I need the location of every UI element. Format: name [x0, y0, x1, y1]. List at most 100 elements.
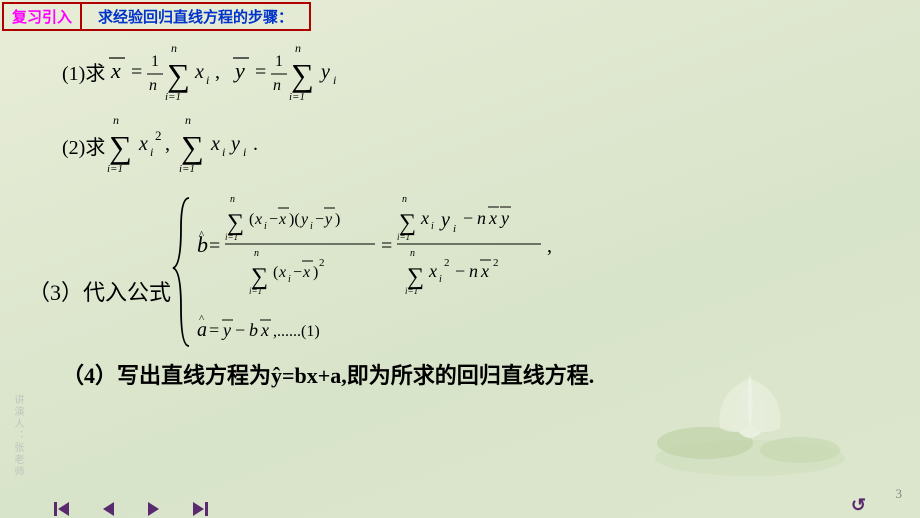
svg-text:^: ^ [199, 229, 205, 241]
svg-text:): ) [335, 211, 340, 228]
step-4: （4）写出直线方程为ŷ=bx+a,即为所求的回归直线方程. [62, 358, 594, 390]
svg-text:i=1: i=1 [397, 232, 410, 242]
svg-text:n: n [113, 113, 119, 127]
svg-text:−: − [235, 320, 245, 340]
svg-text:x: x [138, 133, 148, 155]
nav-prev-icon[interactable] [103, 502, 114, 516]
svg-text:y: y [229, 133, 240, 155]
svg-text:x: x [278, 211, 286, 228]
svg-text:∑: ∑ [291, 57, 314, 93]
page-number: 3 [896, 486, 903, 502]
svg-text:∑: ∑ [109, 129, 132, 165]
content-area: (1)求 x = 1 n ∑ n i=1 x i , y = 1 n ∑ n i… [62, 30, 822, 184]
step-2: (2)求 ∑ n i=1 x i 2 , ∑ n i=1 x i y i . [62, 112, 822, 178]
return-icon[interactable]: ↺ [851, 495, 866, 516]
nav-next-icon[interactable] [148, 502, 159, 516]
svg-text:n: n [171, 41, 177, 55]
svg-text:i: i [431, 221, 434, 232]
svg-text:i: i [288, 274, 291, 285]
svg-text:i: i [243, 145, 246, 159]
formula-step3: b ^ = ∑ n i=1 ( x i − x )( y i − y ) ∑ n… [171, 188, 621, 358]
lotus-decoration [640, 318, 860, 478]
svg-text:i: i [150, 145, 153, 159]
svg-text:x: x [420, 208, 429, 228]
svg-text:b: b [249, 320, 258, 340]
step-3: （3）代入公式 b ^ = ∑ n i=1 ( x i − x )( y i −… [28, 188, 621, 358]
header-right-box: 求经验回归直线方程的步骤： [82, 2, 311, 31]
svg-text:,......(1): ,......(1) [273, 323, 320, 340]
svg-text:=: = [209, 235, 220, 257]
nav-last-icon[interactable] [193, 502, 208, 516]
svg-text:=: = [381, 235, 392, 257]
svg-text:y: y [221, 320, 231, 340]
svg-text:i=1: i=1 [165, 91, 181, 103]
svg-text:=: = [209, 320, 219, 340]
svg-text:x: x [254, 211, 262, 228]
svg-text:y: y [323, 211, 333, 228]
svg-text:n: n [477, 208, 486, 228]
svg-text:−: − [463, 208, 473, 228]
svg-text:n: n [254, 248, 259, 259]
step1-prefix: (1)求 [62, 57, 105, 86]
nav-bar [54, 502, 208, 516]
svg-text:y: y [319, 61, 330, 83]
svg-text:2: 2 [493, 257, 499, 269]
svg-text:y: y [299, 211, 309, 228]
svg-text:−: − [455, 261, 465, 281]
svg-text:n: n [402, 194, 407, 205]
svg-text:i=1: i=1 [405, 286, 418, 296]
svg-text:x: x [278, 264, 286, 281]
presenter-label: 讲演人：张老师 [10, 394, 25, 478]
svg-text:1: 1 [275, 53, 283, 70]
svg-text:x: x [302, 264, 310, 281]
svg-text:n: n [469, 261, 478, 281]
svg-text:x: x [110, 58, 121, 83]
svg-text:): ) [313, 264, 318, 281]
svg-text:−: − [315, 211, 324, 228]
svg-text:n: n [149, 77, 157, 94]
svg-text:=: = [131, 61, 142, 83]
svg-text:^: ^ [199, 313, 205, 325]
svg-text:x: x [260, 320, 269, 340]
svg-text:x: x [428, 261, 437, 281]
svg-text:y: y [233, 58, 245, 83]
svg-text:2: 2 [444, 257, 450, 269]
svg-text:i: i [453, 223, 456, 235]
svg-text:i: i [310, 221, 313, 232]
svg-text:.: . [253, 133, 258, 155]
svg-text:n: n [273, 77, 281, 94]
formula-step1: x = 1 n ∑ n i=1 x i , y = 1 n ∑ n i=1 y … [105, 36, 425, 106]
svg-text:2: 2 [319, 257, 325, 269]
svg-text:)(: )( [289, 211, 300, 228]
svg-text:,: , [547, 235, 552, 257]
svg-text:∑: ∑ [181, 129, 204, 165]
svg-text:n: n [295, 41, 301, 55]
svg-text:−: − [293, 264, 302, 281]
svg-text:i: i [222, 145, 225, 159]
formula-step2: ∑ n i=1 x i 2 , ∑ n i=1 x i y i . [105, 112, 325, 178]
svg-text:x: x [480, 261, 489, 281]
step-1: (1)求 x = 1 n ∑ n i=1 x i , y = 1 n ∑ n i… [62, 36, 822, 106]
svg-text:i: i [439, 274, 442, 285]
svg-text:(: ( [273, 264, 278, 281]
svg-text:x: x [488, 208, 497, 228]
svg-text:x: x [210, 133, 220, 155]
svg-text:x: x [194, 61, 204, 83]
svg-text:i: i [264, 221, 267, 232]
step4-text: （4）写出直线方程为ŷ=bx+a,即为所求的回归直线方程. [62, 363, 594, 388]
svg-text:−: − [269, 211, 278, 228]
svg-text:i=1: i=1 [289, 91, 305, 103]
svg-text:i: i [333, 73, 336, 87]
svg-text:2: 2 [155, 128, 162, 143]
svg-text:n: n [230, 194, 235, 205]
nav-first-icon[interactable] [54, 502, 69, 516]
svg-text:1: 1 [151, 53, 159, 70]
svg-text:,: , [215, 61, 220, 83]
svg-text:y: y [439, 209, 450, 231]
svg-text:y: y [499, 208, 509, 228]
header-left-box: 复习引入 [2, 2, 82, 31]
svg-text:n: n [410, 248, 415, 259]
svg-text:=: = [255, 61, 266, 83]
svg-text:i=1: i=1 [179, 163, 195, 175]
svg-text:n: n [185, 113, 191, 127]
